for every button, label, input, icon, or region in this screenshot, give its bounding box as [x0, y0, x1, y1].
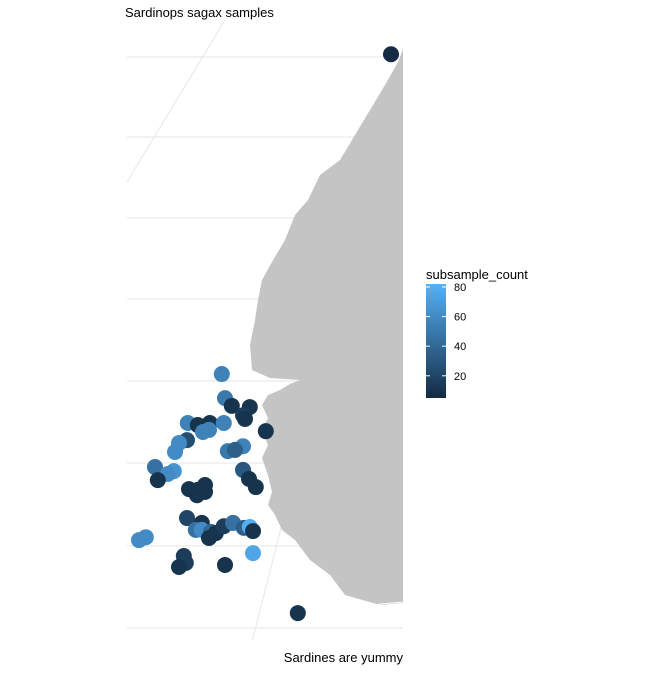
chart-title: Sardinops sagax samples [125, 5, 274, 20]
legend: 20 40 60 80 [426, 282, 466, 398]
sample-point [245, 523, 261, 540]
colorbar-label: 60 [454, 312, 466, 324]
sample-point [149, 472, 166, 489]
colorbar-label: 40 [454, 341, 466, 353]
border [359, 601, 403, 607]
sample-point [227, 441, 243, 458]
colorbar-label: 20 [454, 371, 466, 383]
sample-point [179, 510, 195, 527]
sample-point [237, 410, 253, 427]
caption: Sardines are yummy [284, 650, 404, 665]
sample-point [201, 530, 217, 547]
sample-point [383, 46, 399, 63]
sample-point [245, 545, 261, 562]
sample-point [257, 423, 274, 440]
sample-point [217, 556, 233, 573]
sample-point [131, 532, 147, 549]
sample-point [223, 397, 240, 414]
sample-point [289, 605, 306, 622]
sample-point [247, 479, 264, 496]
sample-point [167, 443, 183, 460]
sample-point [201, 421, 217, 438]
legend-title: subsample_count [426, 267, 528, 282]
land [250, 50, 403, 640]
colorbar [426, 284, 446, 398]
sample-point [213, 366, 230, 383]
map-panel [127, 20, 403, 640]
sample-point [171, 558, 187, 575]
sample-point [189, 487, 205, 504]
points [131, 46, 399, 622]
sample-point [147, 459, 163, 476]
colorbar-label: 80 [454, 282, 466, 294]
sample-point [215, 415, 232, 431]
